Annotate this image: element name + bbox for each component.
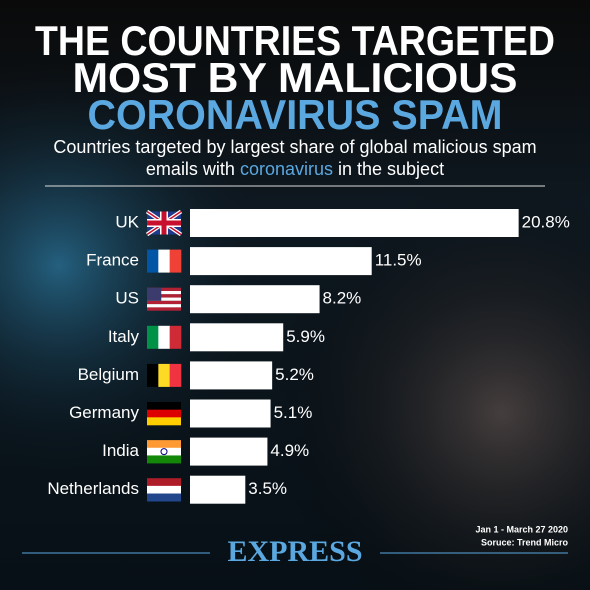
title-line: CORONAVIRUS SPAM (88, 91, 503, 138)
category-label: US (115, 289, 139, 308)
flag-part (147, 478, 181, 487)
title-line: THE COUNTRIES TARGETED (35, 17, 555, 64)
value-label: 4.9% (270, 441, 309, 460)
value-label: 3.5% (248, 479, 287, 498)
category-label: Italy (108, 327, 140, 346)
flag-part (147, 294, 181, 298)
flag-part (147, 363, 159, 387)
flag-part (147, 493, 181, 502)
flag-part (158, 325, 170, 349)
category-label: UK (115, 212, 139, 231)
subtitle: Countries targeted by largest share of g… (53, 137, 536, 157)
source: Soruce: Trend Micro (481, 537, 569, 547)
flag-part (147, 307, 181, 311)
flag-icon (147, 478, 181, 502)
flag-part (158, 249, 170, 273)
subtitle-highlight: coronavirus (240, 159, 333, 179)
flag-part (147, 287, 162, 301)
bar (190, 475, 246, 504)
flag-icon (147, 402, 181, 426)
flag-part (147, 220, 181, 226)
flag-icon (147, 325, 182, 349)
bar (190, 323, 284, 352)
flag-part (147, 455, 181, 464)
flag-part (147, 402, 181, 410)
value-label: 5.1% (274, 403, 313, 422)
flag-icon (147, 363, 182, 387)
flag-part (147, 417, 181, 426)
date-note: Jan 1 - March 27 2020 (475, 524, 568, 534)
flag-part (158, 363, 170, 387)
flag-part (147, 409, 181, 418)
flag-part (147, 304, 181, 308)
flag-icon (147, 440, 181, 464)
bar (190, 399, 271, 428)
title-line: MOST BY MALICIOUS (73, 54, 518, 101)
bar (190, 437, 268, 466)
value-label: 5.2% (275, 365, 314, 384)
category-label: Germany (69, 403, 139, 422)
subtitle-text: emails with (146, 159, 240, 179)
flag-part (147, 325, 159, 349)
flag-part (147, 440, 181, 449)
flag-part (147, 290, 181, 295)
flag-icon (147, 287, 181, 311)
category-label: France (86, 251, 139, 270)
brand-logo: EXPRESS (227, 535, 362, 568)
value-label: 20.8% (522, 212, 570, 231)
flag-part (147, 485, 181, 494)
value-label: 5.9% (286, 327, 325, 346)
flag-part (147, 300, 181, 305)
bar (190, 285, 320, 314)
flag-part (160, 448, 168, 456)
value-label: 11.5% (375, 251, 422, 270)
bar (190, 209, 519, 237)
flag-icon (147, 249, 182, 273)
flag-part (169, 325, 182, 349)
flag-part (147, 249, 159, 273)
flag-part (147, 287, 181, 291)
flag-part (147, 447, 181, 456)
flag-part (147, 297, 181, 301)
flag-part (169, 363, 182, 387)
subtitle-text: in the subject (333, 159, 444, 179)
flag-part (169, 249, 182, 273)
category-label: Belgium (78, 365, 139, 384)
flag-icon (145, 209, 183, 237)
bar (190, 247, 372, 276)
subtitle: emails with coronavirus in the subject (146, 159, 444, 179)
bar (190, 361, 273, 390)
category-label: India (102, 441, 139, 460)
value-label: 8.2% (323, 289, 362, 308)
category-label: Netherlands (47, 479, 139, 498)
